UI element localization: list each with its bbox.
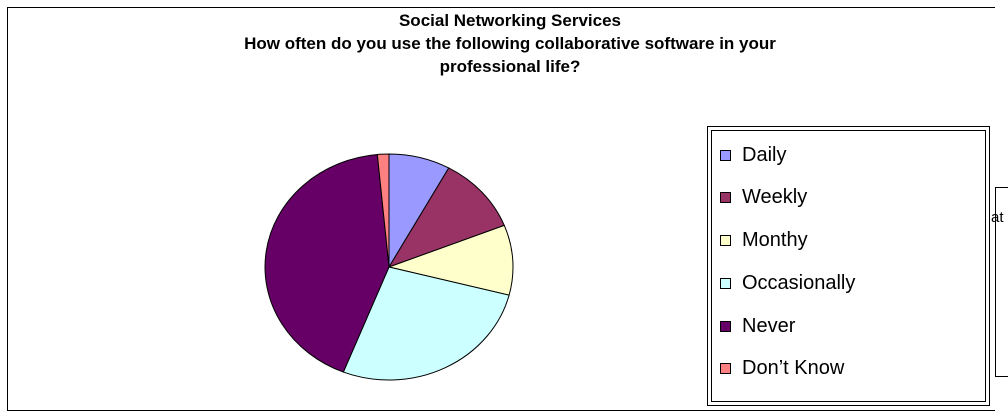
legend-swatch-monthy: [720, 234, 731, 246]
pie-slice-occasionally: [342, 266, 510, 381]
legend-swatch-occasionally: [720, 277, 731, 289]
background-rule-top: [995, 187, 1008, 188]
legend-item-monthy: Monthy: [720, 228, 808, 252]
chart-legend: Daily Weekly Monthy Occasionally Never D…: [707, 126, 990, 406]
legend-label-monthy: Monthy: [742, 228, 808, 251]
pie-slice-never: [264, 153, 390, 373]
legend-item-never: Never: [720, 314, 795, 338]
pie-slice-dont-know: [376, 153, 390, 268]
background-cut-text: at: [991, 209, 1004, 226]
legend-inner-border: [711, 130, 986, 402]
chart-title-block: Social Networking Services How often do …: [120, 9, 900, 78]
legend-swatch-dont-know: [720, 362, 731, 374]
legend-swatch-never: [720, 320, 731, 332]
legend-label-weekly: Weekly: [742, 185, 808, 208]
background-window-edge: [995, 7, 1008, 411]
legend-label-occasionally: Occasionally: [742, 271, 856, 294]
chart-subtitle-line-1: How often do you use the following colla…: [244, 34, 776, 53]
legend-label-dont-know: Don’t Know: [742, 356, 845, 379]
background-rule-vertical: [995, 187, 996, 377]
legend-label-never: Never: [742, 314, 796, 337]
pie-slice-weekly: [387, 167, 505, 268]
legend-item-weekly: Weekly: [720, 185, 807, 209]
chart-subtitle-line-2: professional life?: [439, 57, 581, 76]
legend-item-dont-know: Don’t Know: [720, 356, 844, 380]
chart-title: Social Networking Services: [398, 11, 622, 30]
legend-swatch-daily: [720, 149, 731, 161]
pie-slice-monthy: [387, 224, 514, 296]
legend-swatch-weekly: [720, 191, 731, 203]
legend-label-daily: Daily: [742, 143, 787, 166]
legend-item-daily: Daily: [720, 143, 786, 167]
background-rule-bottom: [995, 376, 1008, 377]
legend-item-occasionally: Occasionally: [720, 271, 855, 295]
